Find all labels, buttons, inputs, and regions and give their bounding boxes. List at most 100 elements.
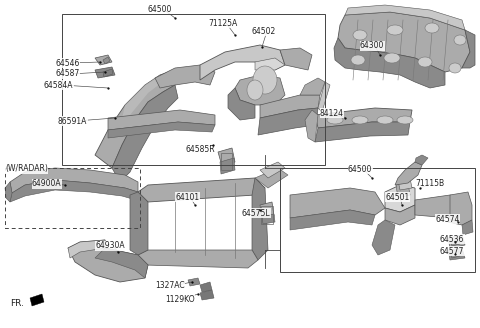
Polygon shape — [68, 240, 105, 258]
Polygon shape — [345, 5, 465, 30]
Bar — [280, 168, 475, 272]
Polygon shape — [318, 82, 330, 112]
Text: 71125A: 71125A — [208, 18, 237, 28]
Text: 64900A: 64900A — [32, 179, 61, 189]
Ellipse shape — [397, 116, 413, 124]
Polygon shape — [103, 69, 113, 77]
Text: 64585R: 64585R — [185, 145, 215, 154]
Polygon shape — [260, 95, 320, 118]
Ellipse shape — [247, 80, 263, 100]
Polygon shape — [334, 38, 445, 88]
Text: 64300: 64300 — [360, 42, 384, 51]
Text: 64501: 64501 — [385, 193, 409, 201]
Text: 64502: 64502 — [252, 27, 276, 35]
Polygon shape — [260, 162, 285, 178]
Polygon shape — [315, 122, 410, 142]
Polygon shape — [290, 210, 375, 230]
Polygon shape — [290, 188, 385, 218]
Polygon shape — [118, 75, 165, 138]
Polygon shape — [95, 67, 115, 78]
Text: 64584A: 64584A — [44, 80, 73, 90]
Ellipse shape — [449, 63, 461, 73]
Ellipse shape — [353, 30, 367, 40]
Polygon shape — [448, 248, 465, 260]
Polygon shape — [372, 220, 395, 255]
Polygon shape — [260, 202, 274, 218]
Polygon shape — [95, 55, 112, 65]
Polygon shape — [385, 205, 415, 225]
Text: 84124: 84124 — [320, 109, 344, 117]
Polygon shape — [300, 78, 325, 95]
Polygon shape — [10, 168, 138, 193]
Ellipse shape — [384, 53, 400, 63]
Polygon shape — [450, 238, 460, 246]
Polygon shape — [315, 108, 412, 128]
Polygon shape — [10, 180, 138, 202]
Polygon shape — [450, 250, 460, 258]
Polygon shape — [5, 182, 12, 202]
Polygon shape — [235, 75, 285, 105]
Polygon shape — [30, 294, 44, 306]
Text: FR.: FR. — [10, 298, 24, 308]
Text: 64536: 64536 — [440, 235, 464, 243]
Polygon shape — [305, 110, 318, 142]
Text: 64101: 64101 — [175, 193, 199, 201]
Polygon shape — [130, 192, 148, 255]
Text: 64500: 64500 — [348, 165, 372, 174]
Polygon shape — [138, 178, 265, 202]
Bar — [261, 206, 273, 224]
Bar — [221, 153, 232, 170]
Ellipse shape — [327, 116, 343, 124]
Polygon shape — [255, 58, 285, 70]
Text: 64500: 64500 — [148, 5, 172, 13]
Text: 71115B: 71115B — [415, 178, 444, 188]
Polygon shape — [396, 183, 410, 198]
Polygon shape — [385, 185, 415, 212]
Ellipse shape — [352, 116, 368, 124]
Polygon shape — [395, 162, 422, 185]
Polygon shape — [218, 148, 235, 166]
Text: 64577: 64577 — [440, 247, 464, 256]
Polygon shape — [112, 85, 178, 182]
Polygon shape — [228, 88, 255, 120]
Ellipse shape — [387, 25, 403, 35]
Polygon shape — [95, 70, 175, 168]
Polygon shape — [448, 192, 472, 225]
Polygon shape — [415, 195, 465, 218]
Polygon shape — [200, 290, 214, 300]
Polygon shape — [255, 168, 288, 188]
Ellipse shape — [377, 116, 393, 124]
Text: 64574: 64574 — [435, 215, 459, 223]
Polygon shape — [262, 214, 275, 224]
Polygon shape — [462, 30, 475, 68]
Ellipse shape — [418, 57, 432, 67]
Text: 1327AC: 1327AC — [155, 281, 185, 291]
Ellipse shape — [253, 66, 277, 94]
Polygon shape — [415, 155, 428, 165]
Polygon shape — [200, 45, 285, 80]
Text: 64546: 64546 — [55, 58, 79, 68]
Polygon shape — [108, 122, 215, 138]
Text: 64575L: 64575L — [242, 209, 271, 217]
Polygon shape — [138, 250, 258, 268]
Text: 64587: 64587 — [55, 70, 79, 78]
Text: (W/RADAR): (W/RADAR) — [5, 165, 48, 174]
Polygon shape — [258, 108, 318, 135]
Polygon shape — [68, 240, 148, 282]
Polygon shape — [448, 235, 465, 248]
Polygon shape — [103, 57, 110, 64]
Polygon shape — [462, 220, 473, 235]
Polygon shape — [188, 278, 200, 286]
Ellipse shape — [425, 23, 439, 33]
Ellipse shape — [454, 35, 466, 45]
Text: 86591A: 86591A — [58, 116, 87, 126]
Polygon shape — [252, 178, 268, 260]
Polygon shape — [108, 110, 215, 130]
Polygon shape — [220, 158, 235, 174]
Polygon shape — [338, 12, 470, 72]
Polygon shape — [155, 65, 215, 88]
Ellipse shape — [351, 55, 365, 65]
Polygon shape — [398, 178, 412, 190]
Bar — [62, 14, 325, 165]
Polygon shape — [95, 248, 148, 278]
